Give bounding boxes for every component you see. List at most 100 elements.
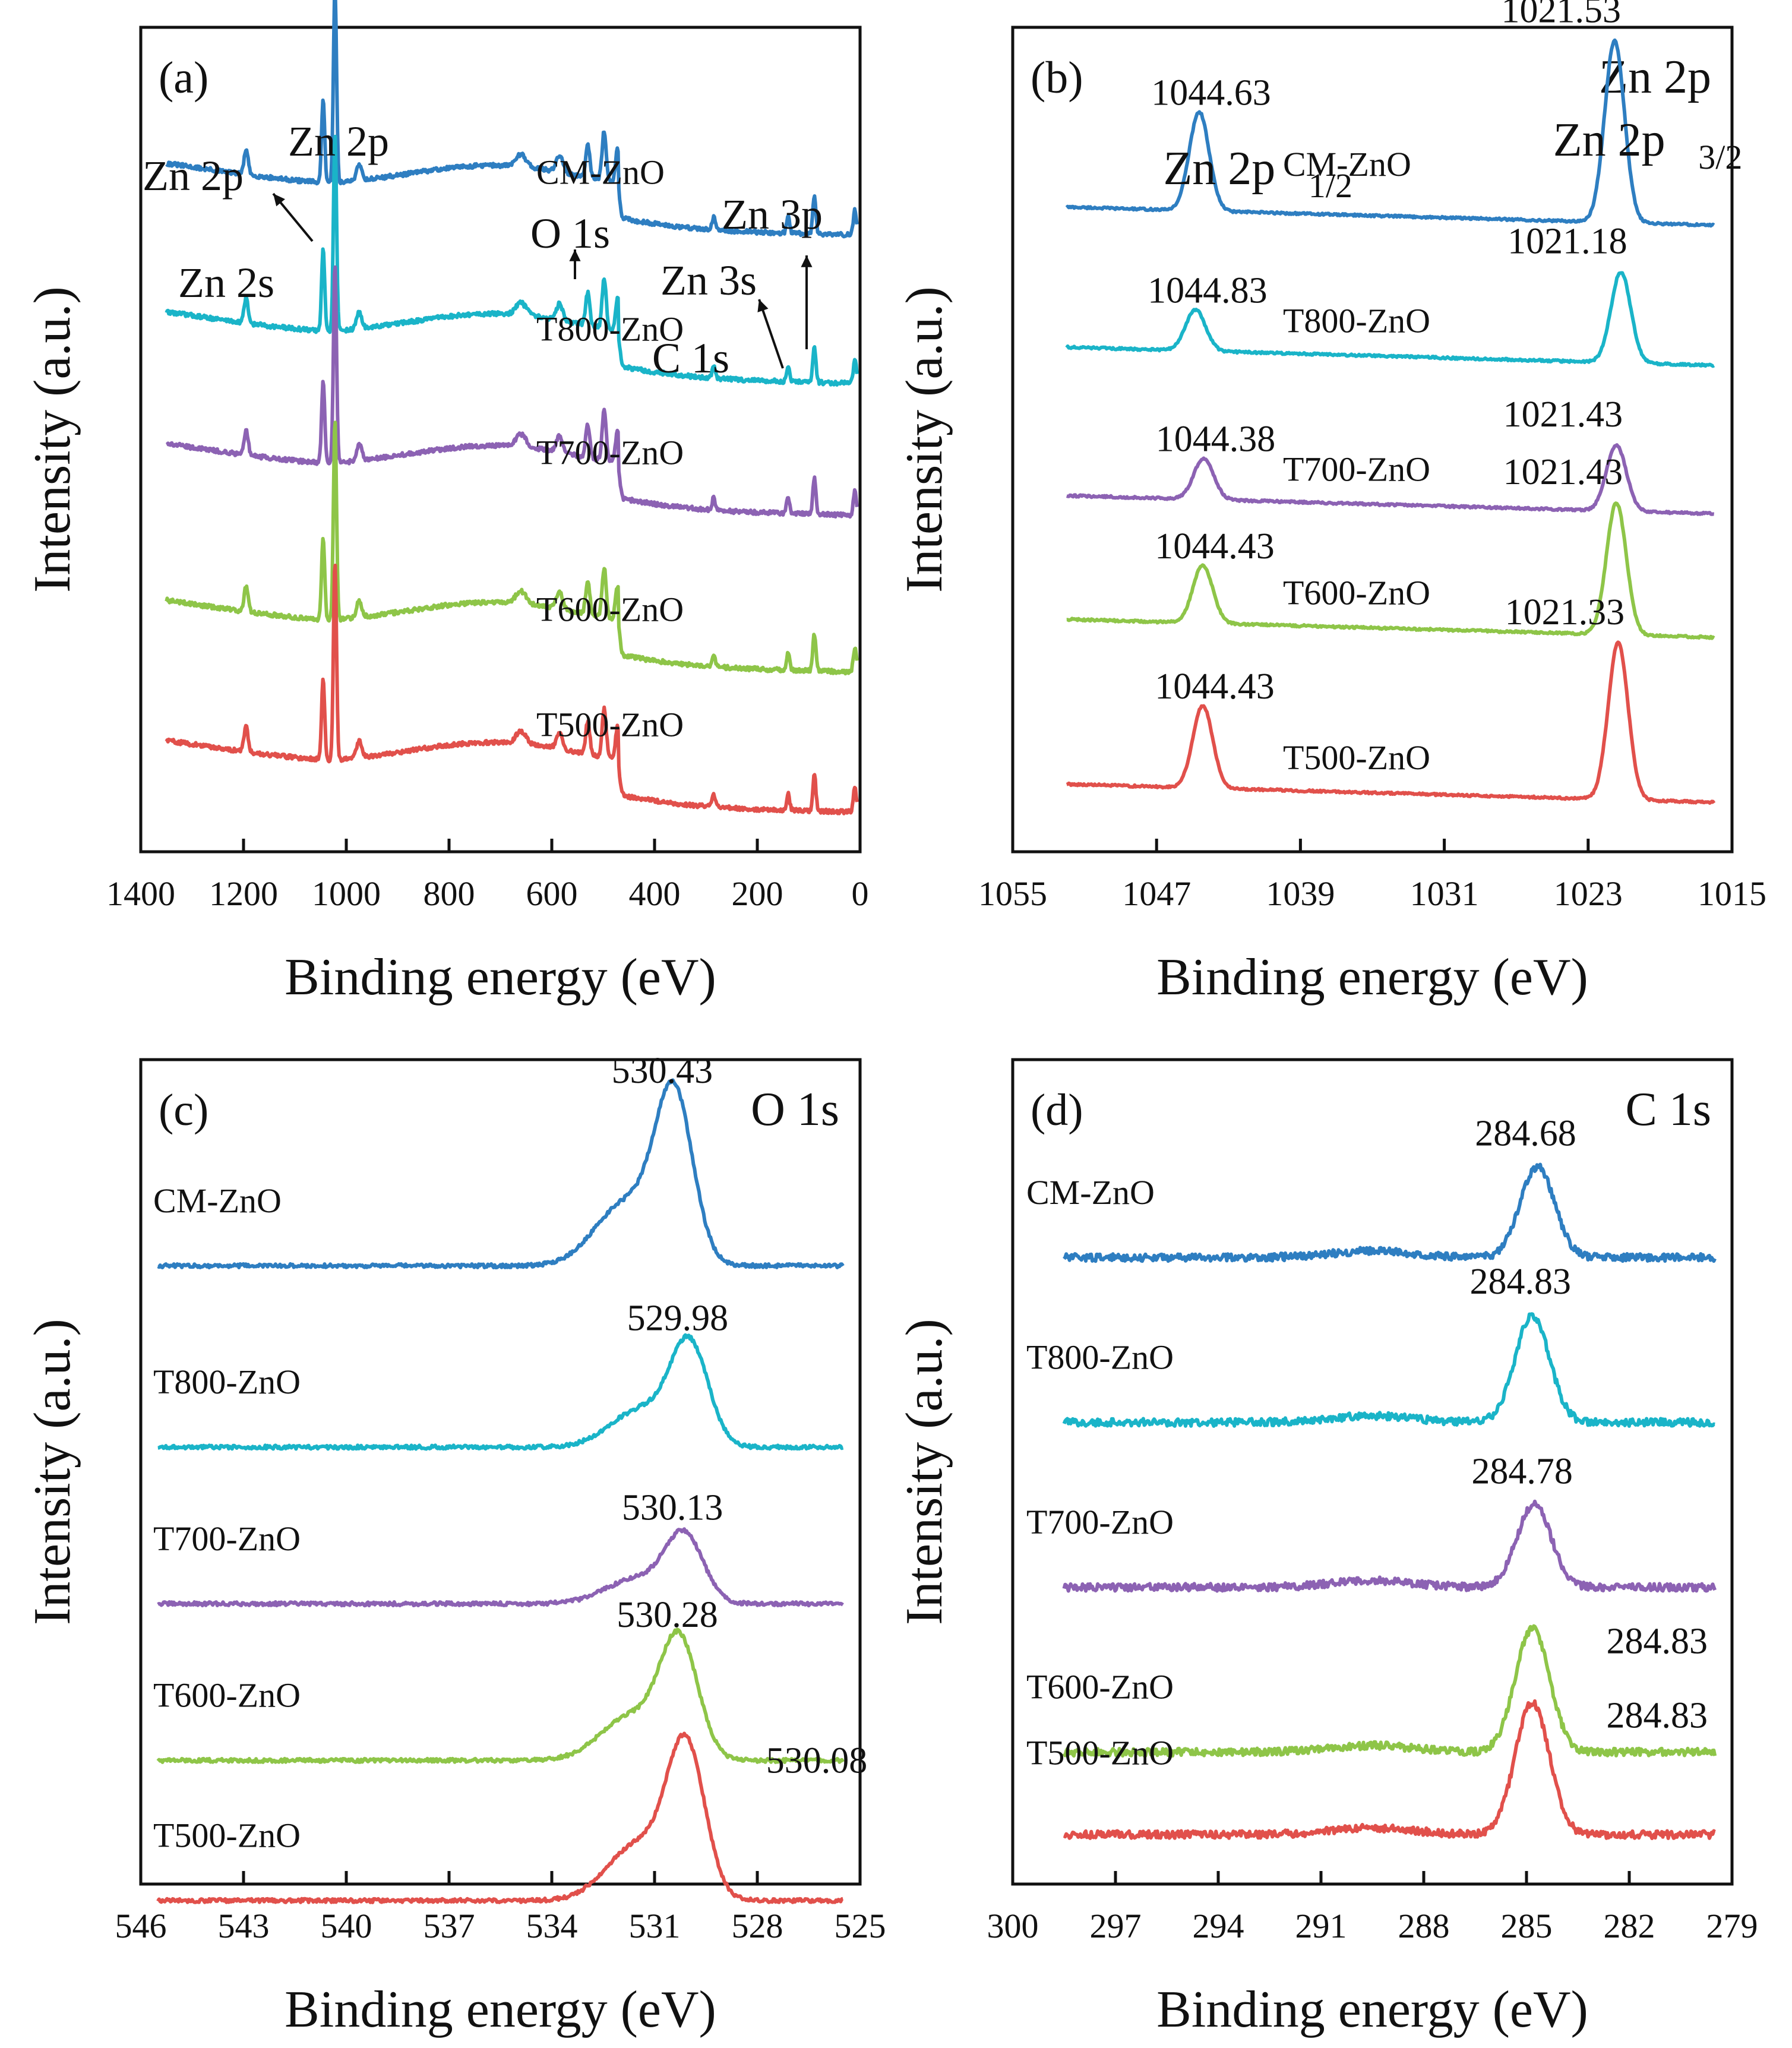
spectrum-line-t500-zno bbox=[165, 564, 859, 816]
spectrum-line-t800-zno bbox=[1062, 1312, 1716, 1428]
peak-value-label: 1021.18 bbox=[1507, 221, 1627, 261]
y-axis-label: Intensity (a.u.) bbox=[24, 286, 81, 593]
series-label-t600-zno: T600-ZnO bbox=[536, 590, 684, 628]
x-tick-label: 531 bbox=[629, 1907, 681, 1945]
panel-letter: (a) bbox=[159, 53, 208, 103]
y-axis-label: Intensity (a.u.) bbox=[896, 286, 953, 593]
series-label-cm-zno: CM-ZnO bbox=[536, 153, 665, 192]
peak-value-label: 284.83 bbox=[1607, 1621, 1708, 1661]
peak-annotation-o-1s: O 1s bbox=[530, 210, 610, 257]
spectrum-line-t500-zno bbox=[1066, 640, 1716, 805]
plot-frame bbox=[139, 1058, 862, 1886]
x-tick-label: 1200 bbox=[209, 874, 278, 913]
x-tick-label: 540 bbox=[321, 1907, 372, 1945]
x-tick-label: 1400 bbox=[106, 874, 175, 913]
peak-value-label: 530.13 bbox=[622, 1488, 723, 1528]
peak-title-subscript: 1/2 bbox=[1309, 166, 1352, 205]
peak-value-label: 284.83 bbox=[1470, 1262, 1572, 1302]
spectrum-line-cm-zno bbox=[1063, 1162, 1717, 1263]
spectrum-line-t600-zno bbox=[156, 1627, 845, 1764]
spectrum-line-cm-zno bbox=[1065, 38, 1715, 228]
spectrum-line-cm-zno bbox=[157, 1078, 845, 1270]
peak-value-label: 530.28 bbox=[617, 1595, 718, 1635]
series-label-t600-zno: T600-ZnO bbox=[153, 1676, 301, 1715]
peak-value-label: 1044.43 bbox=[1155, 526, 1275, 567]
panel-d-c-1s-spectrum: 300 297 294 291 288 285 282 279 Binding energy (… bbox=[896, 1058, 1758, 2038]
series-label-t500-zno: T500-ZnO bbox=[1026, 1734, 1174, 1772]
peak-annotation-zn-3s: Zn 3s bbox=[660, 257, 757, 304]
peak-value-label: 1021.53 bbox=[1502, 0, 1622, 31]
o-1s-arrow-head bbox=[569, 249, 581, 261]
series-label-cm-zno: CM-ZnO bbox=[1026, 1173, 1155, 1212]
x-tick-label: 300 bbox=[987, 1907, 1039, 1945]
x-axis-label: Binding energy (eV) bbox=[285, 1981, 716, 2038]
spectrum-line-t600-zno bbox=[1062, 1624, 1717, 1758]
series-label-t700-zno: T700-ZnO bbox=[153, 1519, 301, 1558]
peak-value-label: 1044.38 bbox=[1156, 419, 1276, 459]
peak-value-label: 1044.43 bbox=[1155, 666, 1275, 707]
y-axis-label: Intensity (a.u.) bbox=[24, 1319, 81, 1625]
x-tick-label: 1055 bbox=[978, 874, 1047, 913]
panel-title: Zn 2p bbox=[1599, 51, 1711, 103]
zn-3p-arrow-head bbox=[801, 255, 813, 267]
x-tick-label: 400 bbox=[629, 874, 681, 913]
plot-frame bbox=[1011, 1058, 1734, 1886]
panel-letter: (d) bbox=[1031, 1085, 1083, 1135]
x-tick-label: 525 bbox=[835, 1907, 886, 1945]
x-tick-label: 279 bbox=[1706, 1907, 1758, 1945]
peak-title-zn-2p3-2: Zn 2p bbox=[1553, 114, 1665, 166]
x-tick-label: 1031 bbox=[1410, 874, 1479, 913]
series-label-t800-zno: T800-ZnO bbox=[1026, 1338, 1174, 1377]
x-axis-label: Binding energy (eV) bbox=[1156, 1981, 1588, 2038]
spectrum-line-t700-zno bbox=[157, 1527, 844, 1608]
series-label-t700-zno: T700-ZnO bbox=[1026, 1503, 1174, 1541]
x-tick-label: 534 bbox=[526, 1907, 578, 1945]
x-tick-label: 543 bbox=[218, 1907, 270, 1945]
x-tick-label: 528 bbox=[732, 1907, 783, 1945]
peak-annotation-zn-3p: Zn 3p bbox=[722, 191, 823, 238]
x-tick-label: 600 bbox=[526, 874, 578, 913]
x-tick-label: 288 bbox=[1398, 1907, 1450, 1945]
spectrum-line-t700-zno bbox=[165, 265, 859, 519]
series-label-t500-zno: T500-ZnO bbox=[1283, 738, 1430, 777]
panel-c-o-1s-spectrum: 546 543 540 537 534 531 528 525 Binding energy (… bbox=[24, 1051, 886, 2038]
peak-value-label: 530.43 bbox=[612, 1051, 713, 1091]
series-label-t600-zno: T600-ZnO bbox=[1026, 1668, 1174, 1706]
peak-annotation-zn-2s: Zn 2s bbox=[178, 259, 274, 306]
panel-title: O 1s bbox=[751, 1083, 839, 1136]
series-label-t500-zno: T500-ZnO bbox=[536, 706, 684, 744]
x-axis-label: Binding energy (eV) bbox=[285, 949, 716, 1006]
y-axis-label: Intensity (a.u.) bbox=[896, 1319, 953, 1625]
peak-title-subscript: 3/2 bbox=[1698, 138, 1742, 176]
x-tick-label: 800 bbox=[423, 874, 475, 913]
spectrum-line-t700-zno bbox=[1062, 1499, 1717, 1593]
peak-annotation-c-1s: C 1s bbox=[652, 334, 729, 382]
x-tick-label: 1000 bbox=[312, 874, 381, 913]
peak-value-label: 284.78 bbox=[1471, 1451, 1573, 1491]
x-tick-label: 546 bbox=[115, 1907, 167, 1945]
zn-3s-arrow bbox=[758, 299, 784, 369]
series-label-t500-zno: T500-ZnO bbox=[153, 1816, 301, 1855]
x-tick-label: 282 bbox=[1604, 1907, 1655, 1945]
spectrum-line-t700-zno bbox=[1066, 443, 1715, 516]
panel-a-survey-spectrum: 1400 1200 1000 800 600 400 200 0 Binding energy … bbox=[24, 0, 869, 1006]
spectrum-line-t600-zno bbox=[165, 421, 859, 676]
peak-value-label: 1044.83 bbox=[1148, 271, 1268, 311]
series-label-cm-zno: CM-ZnO bbox=[1283, 145, 1411, 184]
peak-title-zn-2p1-2: Zn 2p bbox=[1163, 143, 1275, 195]
x-tick-label: 1023 bbox=[1554, 874, 1623, 913]
panel-letter: (c) bbox=[159, 1085, 208, 1135]
series-label-cm-zno: CM-ZnO bbox=[153, 1181, 282, 1220]
panel-title: C 1s bbox=[1626, 1083, 1712, 1136]
x-axis-label: Binding energy (eV) bbox=[1156, 949, 1588, 1006]
peak-value-label: 284.68 bbox=[1475, 1113, 1576, 1153]
x-tick-label: 200 bbox=[732, 874, 783, 913]
x-tick-label: 291 bbox=[1295, 1907, 1347, 1945]
peak-value-label: 1021.43 bbox=[1503, 452, 1623, 492]
panel-letter: (b) bbox=[1031, 53, 1083, 103]
spectrum-line-t600-zno bbox=[1066, 501, 1715, 640]
spectrum-line-cm-zno bbox=[165, 0, 859, 239]
x-tick-label: 1015 bbox=[1698, 874, 1766, 913]
series-label-t700-zno: T700-ZnO bbox=[536, 434, 684, 472]
